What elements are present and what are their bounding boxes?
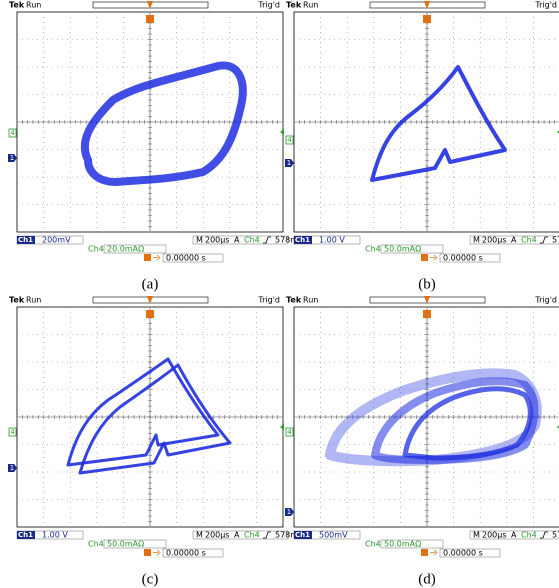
timebase-m: M [196,236,203,245]
trigger-status: Trig'd [534,296,557,305]
panel-caption: (c) [142,571,159,587]
ch4-marker: 4 [10,129,15,137]
ch1-marker: 1 [287,159,291,167]
brand: Tek [9,296,25,305]
panel-caption: (d) [418,571,436,587]
trigger-status: Trig'd [534,1,557,10]
ch1-scale: 1.00 V [319,236,345,245]
acq-a: A [234,236,240,245]
ch4-marker: 4 [287,428,292,436]
trigger-pos-icon [421,549,428,556]
ch1-marker: 1 [10,464,14,472]
panel-caption: (b) [418,276,436,292]
ch1-scale: 1.00 V [42,531,68,540]
acq-a: A [511,236,517,245]
ch1-marker: 1 [287,508,291,516]
ch4-scale: 50.0mAΩ [384,245,421,254]
slope-icon [540,532,548,538]
timebase-m: M [196,531,203,540]
ch4-scale: 50.0mAΩ [107,540,144,549]
run-state: Run [26,296,41,305]
trigger-t-icon [423,15,431,23]
slope-icon [540,237,548,243]
ch1-label: Ch1 [295,236,310,244]
ch1-label: Ch1 [18,236,33,244]
trigger-position: 0.00000 s [166,549,206,558]
run-state: Run [303,296,318,305]
trigger-status: Trig'd [257,296,280,305]
trigger-pos-arrow [153,255,160,260]
run-state: Run [303,1,318,10]
trigger-t-icon [146,15,154,23]
run-state: Run [26,1,41,10]
trigger-pos-arrow [430,255,437,260]
trigger-level: 578mA [552,236,559,245]
ch1-label: Ch1 [295,531,310,539]
ch4-scale: 50.0mAΩ [384,540,421,549]
slope-icon [263,532,271,538]
ch1-label: Ch1 [18,531,33,539]
ch4-label: Ch4 [365,540,381,549]
brand: Tek [9,1,25,10]
trigger-t-icon [146,310,154,318]
trigger-source: Ch4 [244,531,260,540]
trigger-level: 578mA [552,531,559,540]
brand: Tek [286,296,302,305]
ch4-label: Ch4 [88,245,104,254]
trigger-pos-icon [421,254,428,261]
trigger-t-icon [423,310,431,318]
timebase-m: M [473,236,480,245]
panel-caption: (a) [142,276,159,292]
timebase: 200µs [205,531,230,540]
figure: TekRunTrig'd41Ch1200mVM200µsACh4578mACh4… [0,0,559,588]
trigger-pos-icon [144,549,151,556]
acq-a: A [234,531,240,540]
trigger-position: 0.00000 s [166,254,206,263]
trigger-pos-arrow [153,550,160,555]
trigger-pos-icon [144,254,151,261]
timebase: 200µs [482,236,507,245]
trigger-pos-arrow [430,550,437,555]
trigger-source: Ch4 [244,236,260,245]
ch4-scale: 20.0mAΩ [107,245,144,254]
ch4-marker: 4 [287,136,292,144]
scope-panel: TekRun Trig'd 4 1 Ch1 500mV M200µs A Ch4 578mA Ch4… [285,296,559,588]
ch1-scale: 500mV [319,531,348,540]
scope-panel: TekRun Trig'd 4 1 Ch1 1.00 V M200µs A Ch4 578mA Ch… [285,1,559,293]
ch4-marker: 4 [10,428,15,436]
ch4-label: Ch4 [88,540,104,549]
timebase-m: M [473,531,480,540]
ch1-marker: 1 [10,154,14,162]
trigger-position: 0.00000 s [443,549,483,558]
timebase: 200µs [205,236,230,245]
slope-icon [263,237,271,243]
trigger-source: Ch4 [521,236,537,245]
brand: Tek [286,1,302,10]
ch4-label: Ch4 [365,245,381,254]
trigger-position: 0.00000 s [443,254,483,263]
timebase: 200µs [482,531,507,540]
trigger-source: Ch4 [521,531,537,540]
ch1-scale: 200mV [42,236,71,245]
acq-a: A [511,531,517,540]
trigger-status: Trig'd [257,1,280,10]
